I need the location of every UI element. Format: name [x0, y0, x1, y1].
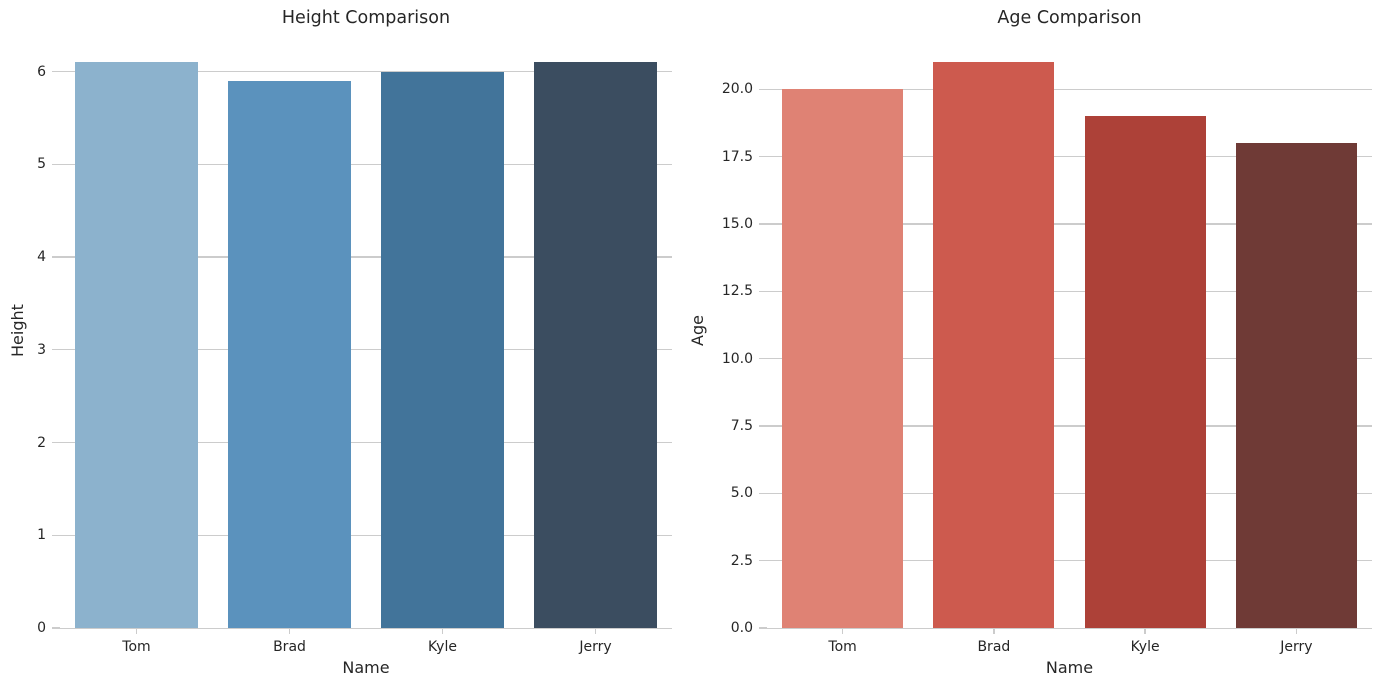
y-tick-label: 5.0	[730, 485, 753, 502]
bar-tom	[75, 62, 198, 628]
gridline	[767, 492, 1372, 494]
y-tick-label: 1	[37, 527, 46, 544]
x-axis-label: Name	[342, 658, 390, 677]
y-tick-mark	[759, 155, 767, 158]
y-tick-mark	[52, 441, 60, 444]
y-tick-mark	[759, 425, 767, 427]
y-tick-mark	[759, 357, 767, 360]
bar-jerry	[534, 62, 657, 628]
gridline	[60, 534, 672, 536]
chart-title: Age Comparison	[997, 8, 1142, 28]
x-tick-label-brad: Brad	[273, 639, 306, 655]
y-tick-mark	[759, 492, 767, 494]
gridline	[60, 163, 672, 165]
x-tick-label-tom: Tom	[122, 639, 151, 655]
y-tick-label: 6	[37, 63, 46, 80]
gridline	[60, 256, 672, 258]
y-tick-mark	[759, 560, 767, 562]
y-tick-mark	[52, 349, 60, 351]
gridline	[767, 223, 1372, 225]
x-tick-mark	[288, 628, 291, 634]
bar-kyle	[1084, 116, 1206, 628]
y-tick-mark	[759, 223, 767, 225]
y-tick-label: 0	[37, 620, 46, 636]
x-tick-mark	[1144, 628, 1146, 634]
gridline	[767, 290, 1372, 292]
y-tick-label: 7.5	[730, 417, 753, 434]
y-tick-mark	[52, 70, 60, 73]
x-tick-mark	[841, 628, 844, 634]
x-axis-label: Name	[1045, 658, 1094, 677]
y-tick-label: 5	[37, 156, 46, 173]
x-tick-mark	[135, 628, 138, 634]
bar-brad	[933, 62, 1055, 628]
gridline	[767, 357, 1372, 360]
y-tick-label: 20.0	[721, 81, 753, 98]
y-tick-label: 15.0	[721, 215, 753, 232]
x-tick-label-jerry: Jerry	[579, 639, 612, 655]
y-axis-label: Age	[688, 315, 707, 347]
gridline	[60, 441, 672, 444]
bar-tom	[782, 89, 904, 628]
x-tick-mark	[993, 628, 995, 634]
gridline	[767, 425, 1372, 427]
gridline	[767, 155, 1372, 158]
x-tick-mark	[1295, 628, 1298, 634]
y-tick-mark	[759, 88, 767, 90]
plot-area: 0 1 2 3 4 5 6 Tom Brad Kyle Jerry	[37, 34, 672, 655]
x-tick-label-tom: Tom	[828, 639, 857, 655]
bar-brad	[228, 80, 351, 628]
x-tick-label-brad: Brad	[977, 639, 1011, 655]
y-tick-mark	[759, 627, 767, 629]
x-tick-label-kyle: Kyle	[428, 639, 457, 655]
plot-area: 0.0 2.5 5.0 7.5 10.0 12.5 15.0 17.5 20.0 Tom Brad K…	[722, 34, 1372, 655]
bar-jerry	[1235, 143, 1357, 628]
x-tick-label-jerry: Jerry	[1280, 639, 1313, 655]
bar-kyle	[381, 71, 504, 628]
x-tick-mark	[594, 628, 597, 634]
gridline	[767, 560, 1372, 562]
x-tick-mark	[441, 628, 444, 634]
x-tick-label-kyle: Kyle	[1130, 639, 1160, 655]
y-tick-label: 2	[37, 434, 46, 451]
y-tick-label: 10.0	[721, 350, 753, 367]
gridline	[60, 70, 672, 73]
gridline	[767, 88, 1372, 90]
y-tick-mark	[52, 163, 60, 165]
y-tick-label: 4	[37, 249, 46, 266]
y-tick-mark	[759, 290, 767, 292]
chart-title: Height Comparison	[281, 8, 451, 28]
y-tick-mark	[52, 627, 60, 629]
y-tick-label: 3	[37, 341, 46, 358]
y-tick-label: 2.5	[730, 552, 753, 569]
y-tick-label: 17.5	[721, 148, 753, 165]
y-tick-mark	[52, 256, 60, 258]
y-tick-label: 0.0	[730, 620, 753, 636]
y-tick-mark	[52, 534, 60, 536]
y-tick-label: 12.5	[721, 283, 753, 300]
gridline	[60, 349, 672, 351]
